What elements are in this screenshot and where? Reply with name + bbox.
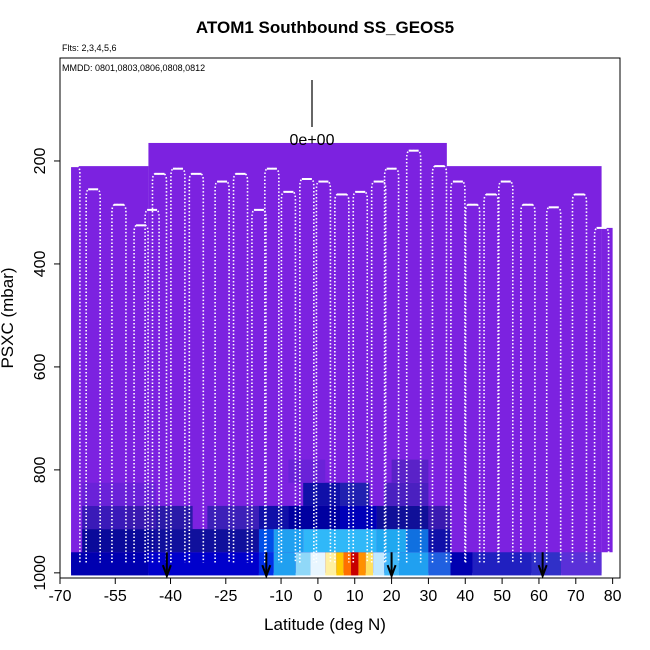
x-tick-label: -25 [214, 588, 237, 605]
heatmap-cell [148, 552, 259, 576]
heatmap-cell [343, 552, 352, 576]
heatmap-cell [340, 482, 370, 506]
heatmap-cell [325, 552, 337, 576]
heatmap-cell [288, 459, 326, 483]
flight-profile [545, 206, 562, 563]
y-tick-label: 800 [32, 456, 49, 483]
chart-title: ATOM1 Southbound SS_GEOS5 [195, 18, 455, 37]
heatmap-cell [531, 552, 562, 576]
heatmap-cell [450, 552, 473, 576]
heatmap-cell [336, 552, 344, 576]
heatmap-cell [303, 529, 377, 553]
y-axis-label: PSXC (mbar) [0, 267, 17, 369]
flight-profile [264, 167, 280, 563]
arrow-head [386, 564, 397, 579]
dates-note: MMDD: 0801,0803,0806,0808,0812 [62, 63, 206, 73]
arrow-head [161, 564, 172, 579]
x-tick-label: -55 [104, 588, 127, 605]
heatmap-cell [258, 505, 289, 530]
x-tick-label: 10 [346, 588, 364, 605]
heatmap-cell [358, 552, 366, 576]
heatmap-cell [561, 552, 602, 576]
heatmap-cell [398, 552, 429, 576]
background-block [601, 227, 613, 553]
heatmap-cell [71, 552, 149, 576]
heatmap-cell [406, 529, 429, 553]
heatmap-cell [82, 505, 127, 530]
heatmap-cell [351, 552, 359, 576]
heatmap-cell [207, 505, 259, 530]
heatmap-cell [295, 552, 311, 576]
y-tick-label: 400 [32, 250, 49, 277]
heatmap-cell [273, 552, 296, 576]
plot-frame [59, 57, 621, 579]
y-tick-label: 1000 [32, 555, 49, 591]
heatmap-cell [310, 552, 326, 576]
y-tick-label: 200 [32, 148, 49, 175]
x-tick-label: -70 [48, 588, 71, 605]
heatmap-cell [428, 552, 451, 576]
flight-profile [170, 167, 186, 563]
x-tick-label: 50 [493, 588, 511, 605]
flights-note: Flts: 2,3,4,5,6 [62, 43, 117, 53]
x-tick-label: -40 [159, 588, 182, 605]
y-tick-label: 600 [32, 353, 49, 380]
x-tick-label: 60 [530, 588, 548, 605]
scale-marker-label: 0e+00 [290, 132, 335, 149]
x-axis-label: Latitude (deg N) [264, 615, 386, 634]
x-tick-label: 0 [313, 588, 322, 605]
x-tick-label: 80 [604, 588, 622, 605]
heatmap-cell [384, 482, 429, 506]
heatmap-cell [376, 529, 407, 553]
heatmap-cell [126, 505, 156, 530]
heatmap-cell [391, 459, 429, 483]
heatmap-cell [376, 505, 429, 530]
x-tick-label: 20 [383, 588, 401, 605]
arrow-head [537, 564, 548, 579]
background-block [446, 166, 602, 573]
heatmap-cell [155, 505, 193, 530]
heatmap-cell [428, 505, 451, 530]
flight-profile [383, 167, 400, 563]
x-tick-label: 70 [567, 588, 585, 605]
arrow-head [261, 564, 272, 579]
heatmap-cell [472, 552, 532, 576]
x-tick-label: 40 [456, 588, 474, 605]
x-tick-label: 30 [420, 588, 438, 605]
heatmap-cell [155, 529, 259, 553]
heatmap-cell [365, 552, 374, 576]
heatmap-cell [303, 482, 340, 506]
heatmap-cell [373, 552, 385, 576]
x-tick-label: -10 [269, 588, 292, 605]
heatmap-cell [428, 529, 451, 553]
